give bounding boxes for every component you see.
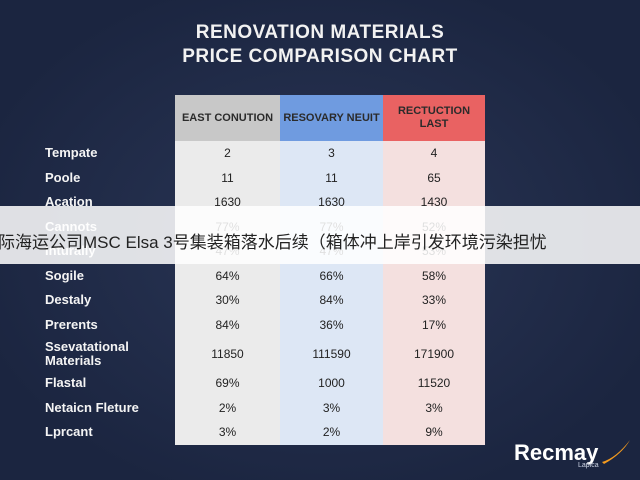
cell: 11850 [211, 347, 244, 361]
row-label: Acation [45, 194, 93, 210]
cell: 4 [430, 146, 438, 161]
cell: 17% [421, 317, 447, 332]
row-label: Prerents [45, 316, 98, 332]
column-bg [280, 95, 383, 445]
cell: 11 [325, 170, 338, 185]
column-bg [175, 95, 280, 445]
cell: 69% [215, 376, 240, 391]
cell: 84% [319, 293, 344, 308]
cell: 66% [319, 268, 344, 283]
row-label: Ssevatational Materials [45, 339, 129, 368]
row-label: Poole [45, 169, 81, 185]
cell: 36% [319, 317, 344, 332]
cell: 111590 [312, 347, 351, 361]
row-label: Tempate [45, 145, 98, 161]
cell: 33% [421, 293, 447, 308]
cell: 171900 [413, 347, 455, 361]
column-header: RECTUCTION LAST [383, 95, 485, 141]
column-bg [383, 95, 485, 445]
cell: 84% [215, 317, 240, 332]
cell: 58% [421, 268, 447, 283]
cell: 1430 [420, 195, 448, 210]
row-label: Netaicn Fleture [45, 399, 139, 415]
cell: 11 [221, 170, 234, 185]
cell: 3% [218, 425, 237, 440]
column-header: RESOVARY NEUIT [280, 95, 383, 141]
row-label: Destaly [45, 292, 92, 308]
logo-sub: Lapica [578, 462, 599, 469]
row-label: Flastal [45, 375, 87, 391]
cell: 64% [215, 268, 240, 283]
logo-swoosh [602, 440, 630, 464]
cell: 2% [218, 400, 237, 415]
cell: 9% [425, 425, 443, 440]
title: PRICE COMPARISON CHART [182, 46, 458, 67]
cell: 2% [322, 425, 341, 440]
logo: Recmay [514, 440, 599, 465]
cell: 3% [425, 400, 443, 415]
cell: 3 [328, 146, 335, 161]
swoosh [602, 440, 630, 464]
row-label: Sogile [45, 267, 85, 283]
cell: 1000 [318, 376, 345, 391]
cell: 30% [215, 293, 240, 308]
cell: 1630 [318, 195, 345, 210]
cell: 2 [224, 146, 231, 161]
cell: 65 [427, 170, 441, 185]
overlay-banner [0, 206, 640, 264]
cell: 11520 [417, 376, 451, 391]
cell: 3% [322, 400, 341, 415]
cell: 1630 [214, 195, 241, 210]
column-header: EAST CONUTION [175, 95, 280, 141]
title: RENOVATION MATERIALS [195, 22, 445, 43]
overlay-text: 际海运公司MSC Elsa 3号集装箱落水后续（箱体冲上岸引发环境污染担忧 [0, 233, 547, 252]
row-label: Lprcant [45, 424, 93, 440]
